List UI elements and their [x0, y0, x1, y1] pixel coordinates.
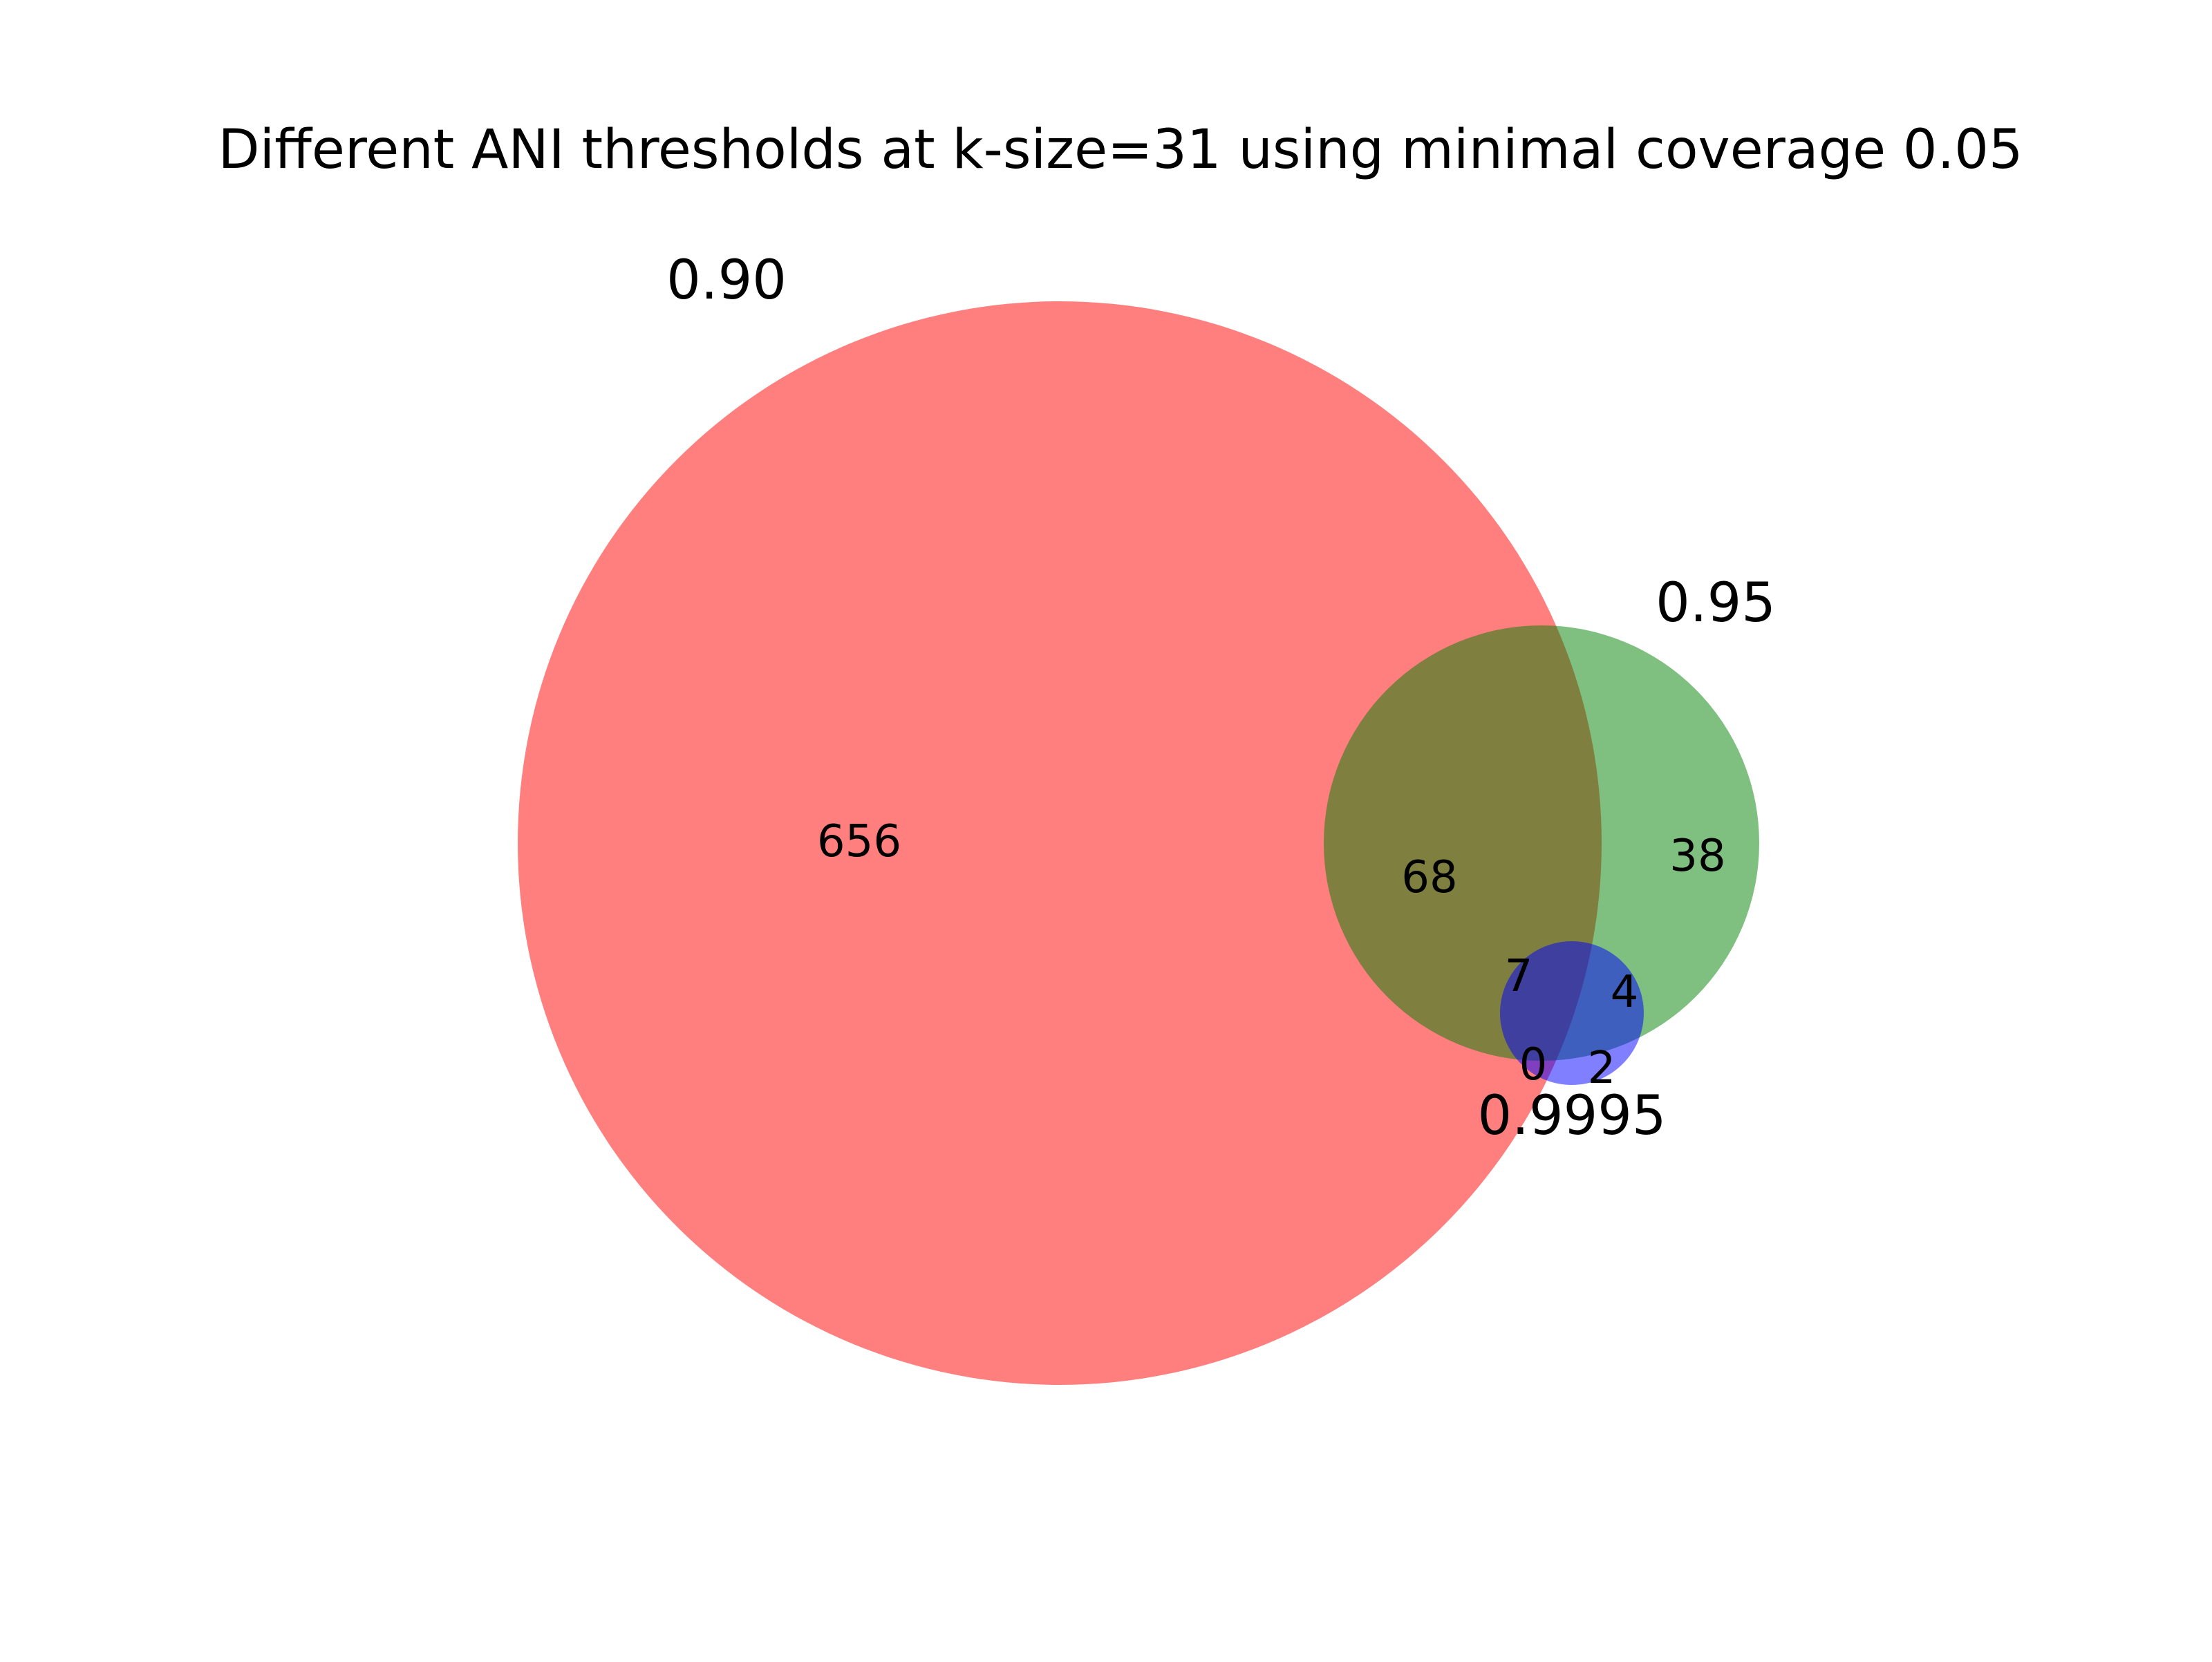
region-only-0-95: 38 — [1669, 831, 1725, 882]
circle-set-0-9995 — [1500, 941, 1644, 1085]
region-0-95-and-0-9995: 4 — [1611, 967, 1639, 1018]
region-all-three: 7 — [1505, 951, 1533, 1002]
diagram-title: Different ANI thresholds at k-size=31 us… — [218, 119, 2023, 181]
region-only-0-9995: 2 — [1588, 1043, 1616, 1094]
set-labels: 0.90 0.95 0.9995 — [666, 249, 1776, 1147]
set-circles — [518, 301, 1759, 1385]
circle-set-0-95 — [1324, 625, 1759, 1061]
circle-set-0-90 — [518, 301, 1602, 1385]
set-label-0-90: 0.90 — [666, 249, 787, 312]
region-0-90-and-0-95: 68 — [1401, 852, 1457, 903]
region-only-0-90: 656 — [817, 816, 901, 867]
region-labels: 656 68 38 7 4 0 2 — [817, 816, 1726, 1094]
set-label-0-95: 0.95 — [1656, 572, 1776, 634]
set-label-0-9995: 0.9995 — [1478, 1085, 1667, 1147]
region-0-90-and-0-9995: 0 — [1519, 1039, 1548, 1090]
